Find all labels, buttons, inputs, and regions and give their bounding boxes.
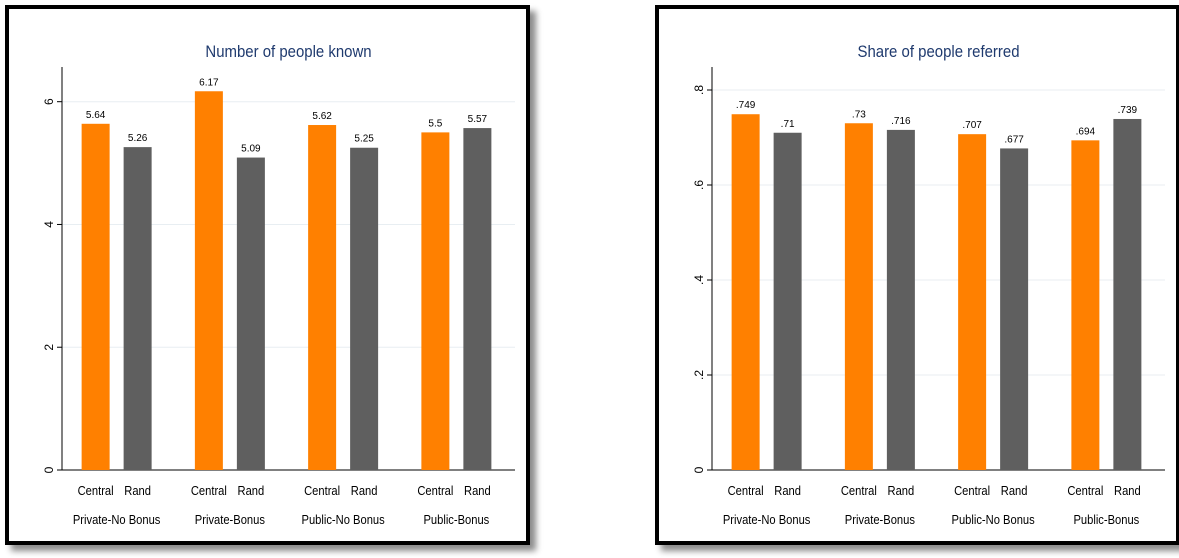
bar-central: [194, 91, 223, 470]
bar-label: Rand: [351, 483, 378, 498]
group-label: Public-Bonus: [1073, 512, 1139, 527]
chart-people-known: Number of people known 0 2 4 6 5.64 Central 5.2…: [42, 43, 515, 527]
data-label: .694: [1076, 126, 1096, 137]
bar-central: [308, 125, 337, 470]
y-tick-label: .2: [692, 370, 706, 380]
y-tick-label: .8: [692, 85, 706, 95]
group-label: Public-Bonus: [423, 512, 489, 527]
bar-label: Rand: [1114, 483, 1141, 498]
bar-rand: [123, 147, 152, 470]
bar-label: Central: [417, 483, 453, 498]
data-label: .73: [852, 109, 866, 120]
bar-label: Rand: [124, 483, 151, 498]
data-label: 5.25: [354, 134, 374, 145]
chart-panel-share-referred: Share of people referred 0 .2 .4 .6 .8 .749 Cen…: [655, 5, 1179, 545]
bar-rand: [886, 129, 915, 470]
bar-central: [731, 114, 760, 470]
group-label: Private-No Bonus: [723, 512, 811, 527]
bar-label: Central: [191, 483, 227, 498]
data-label: .707: [962, 120, 982, 131]
data-label: 5.09: [241, 144, 261, 155]
bar-rand: [463, 128, 492, 470]
y-tick-label: 0: [692, 466, 706, 473]
bar-central: [958, 134, 987, 471]
bar-label: Rand: [464, 483, 491, 498]
y-tick-label: 4: [42, 221, 56, 228]
data-label: .739: [1118, 105, 1138, 116]
chart-share-referred: Share of people referred 0 .2 .4 .6 .8 .749 Cen…: [692, 43, 1165, 527]
group-label: Private-Bonus: [845, 512, 915, 527]
data-label: .716: [891, 116, 911, 127]
data-label: 6.17: [199, 77, 219, 88]
bar-label: Central: [954, 483, 990, 498]
bar-rand: [236, 157, 265, 470]
bar-central: [844, 123, 873, 470]
chart-panel-people-known: Number of people known 0 2 4 6 5.64 Central 5.2…: [5, 5, 530, 545]
bar-central: [421, 132, 450, 470]
bar-label: Rand: [888, 483, 915, 498]
bar-central: [1071, 140, 1100, 470]
group-label: Public-No Bonus: [952, 512, 1035, 527]
data-label: .749: [736, 100, 756, 111]
bar-rand: [350, 147, 379, 470]
data-label: 5.64: [86, 110, 106, 121]
y-tick-label: .6: [692, 180, 706, 190]
chart-title: Number of people known: [205, 43, 371, 61]
chart-title: Share of people referred: [857, 43, 1019, 61]
bar-rand: [1000, 148, 1029, 471]
group-label: Private-Bonus: [195, 512, 265, 527]
bar-label: Central: [1067, 483, 1103, 498]
data-label: 5.26: [128, 133, 148, 144]
y-tick-label: 6: [42, 98, 56, 105]
data-label: 5.57: [468, 114, 488, 125]
bar-label: Central: [728, 483, 764, 498]
bar-central: [81, 123, 110, 470]
bar-rand: [1113, 118, 1142, 470]
group-label: Public-No Bonus: [302, 512, 385, 527]
bar-label: Rand: [774, 483, 801, 498]
data-label: 5.62: [312, 111, 332, 122]
bar-label: Central: [841, 483, 877, 498]
bar-label: Rand: [238, 483, 265, 498]
data-label: .677: [1004, 134, 1024, 145]
bar-label: Rand: [1001, 483, 1028, 498]
group-label: Private-No Bonus: [73, 512, 161, 527]
bar-label: Central: [78, 483, 114, 498]
y-tick-label: .4: [692, 275, 706, 285]
bar-label: Central: [304, 483, 340, 498]
data-label: 5.5: [428, 118, 442, 129]
y-tick-label: 2: [42, 344, 56, 351]
y-tick-label: 0: [42, 466, 56, 473]
data-label: .71: [781, 119, 795, 130]
bar-rand: [773, 132, 802, 470]
